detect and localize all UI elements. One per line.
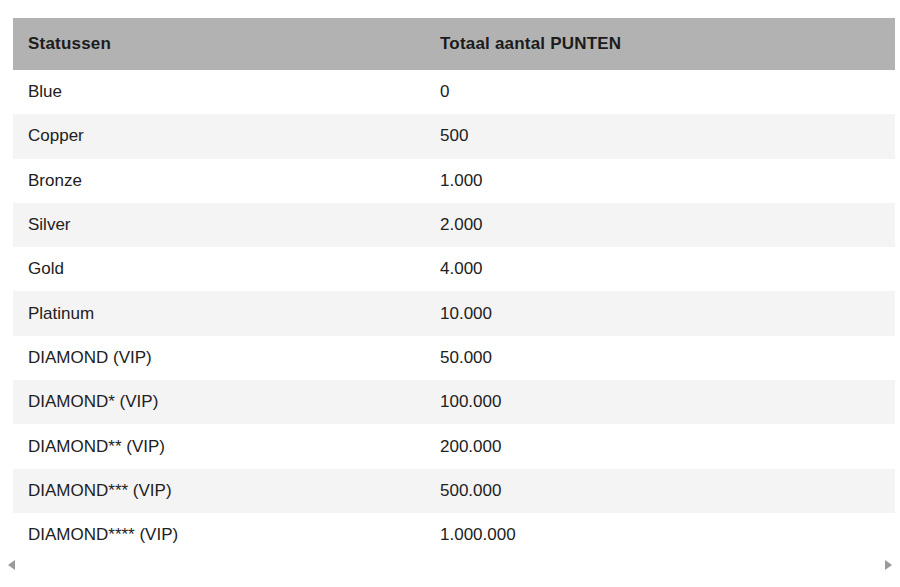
points-cell: 0 xyxy=(425,82,895,102)
scroll-right-icon[interactable] xyxy=(885,560,892,570)
points-cell: 2.000 xyxy=(425,215,895,235)
status-cell: Blue xyxy=(13,82,425,102)
status-cell: Silver xyxy=(13,215,425,235)
points-cell: 200.000 xyxy=(425,437,895,457)
points-cell: 50.000 xyxy=(425,348,895,368)
page: Statussen Totaal aantal PUNTEN Blue 0 Co… xyxy=(0,0,900,587)
points-cell: 500 xyxy=(425,126,895,146)
status-points-table: Statussen Totaal aantal PUNTEN Blue 0 Co… xyxy=(13,18,895,557)
points-cell: 100.000 xyxy=(425,392,895,412)
points-cell: 4.000 xyxy=(425,259,895,279)
status-cell: Bronze xyxy=(13,171,425,191)
scroll-left-icon[interactable] xyxy=(8,560,15,570)
table-row: DIAMOND (VIP) 50.000 xyxy=(13,336,895,380)
column-header-totaal-aantal-punten: Totaal aantal PUNTEN xyxy=(425,34,895,54)
status-cell: Gold xyxy=(13,259,425,279)
status-cell: DIAMOND* (VIP) xyxy=(13,392,425,412)
table-row: Silver 2.000 xyxy=(13,203,895,247)
status-cell: Platinum xyxy=(13,304,425,324)
table-row: Bronze 1.000 xyxy=(13,159,895,203)
table-row: Blue 0 xyxy=(13,70,895,114)
table-row: Platinum 10.000 xyxy=(13,291,895,335)
table-row: DIAMOND**** (VIP) 1.000.000 xyxy=(13,513,895,557)
status-cell: DIAMOND**** (VIP) xyxy=(13,525,425,545)
points-cell: 1.000.000 xyxy=(425,525,895,545)
status-cell: DIAMOND (VIP) xyxy=(13,348,425,368)
points-cell: 500.000 xyxy=(425,481,895,501)
table-row: Copper 500 xyxy=(13,114,895,158)
table-body: Blue 0 Copper 500 Bronze 1.000 Silver 2.… xyxy=(13,70,895,557)
status-cell: DIAMOND** (VIP) xyxy=(13,437,425,457)
status-cell: DIAMOND*** (VIP) xyxy=(13,481,425,501)
table-header-row: Statussen Totaal aantal PUNTEN xyxy=(13,18,895,70)
column-header-statussen: Statussen xyxy=(13,34,425,54)
points-cell: 1.000 xyxy=(425,171,895,191)
table-row: DIAMOND** (VIP) 200.000 xyxy=(13,424,895,468)
table-row: DIAMOND* (VIP) 100.000 xyxy=(13,380,895,424)
status-cell: Copper xyxy=(13,126,425,146)
table-row: Gold 4.000 xyxy=(13,247,895,291)
points-cell: 10.000 xyxy=(425,304,895,324)
table-row: DIAMOND*** (VIP) 500.000 xyxy=(13,469,895,513)
